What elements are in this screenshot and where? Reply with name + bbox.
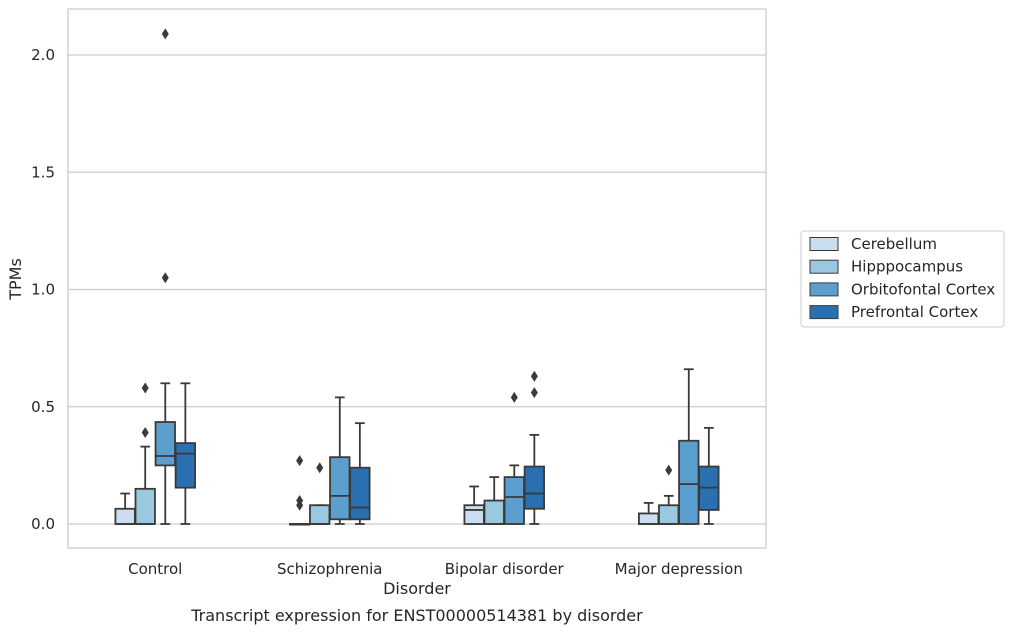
box — [154, 421, 176, 467]
x-axis-label: Disorder — [383, 579, 451, 598]
box — [658, 504, 680, 525]
boxes-layer — [114, 28, 720, 526]
x-tick-label: Schizophrenia — [277, 560, 382, 578]
y-tick-label: 1.0 — [31, 281, 55, 299]
y-tick-labels: 0.0 0.5 1.0 1.5 2.0 — [31, 46, 55, 533]
box-group — [463, 485, 485, 525]
outlier-point — [161, 272, 169, 284]
y-tick-label: 1.5 — [31, 163, 55, 181]
box-group — [329, 396, 351, 525]
box-group — [483, 476, 505, 525]
box-group — [174, 382, 196, 525]
legend-label: Hipppocampus — [851, 258, 963, 276]
outlier-point — [530, 387, 538, 399]
outlier-point — [296, 455, 304, 467]
box — [483, 499, 505, 525]
box-group — [289, 455, 311, 526]
plot-frame — [67, 8, 767, 549]
box — [174, 442, 196, 489]
box-group — [698, 426, 720, 525]
legend-swatch — [809, 305, 839, 320]
outlier-point — [161, 28, 169, 40]
x-tick-label: Control — [128, 560, 182, 578]
x-tick-label: Bipolar disorder — [445, 560, 565, 578]
outlier-point — [141, 382, 149, 394]
outlier-point — [316, 462, 324, 474]
legend-swatch — [809, 259, 839, 274]
y-tick-label: 2.0 — [31, 46, 55, 64]
box — [309, 504, 331, 525]
box — [523, 465, 545, 510]
box — [503, 476, 525, 525]
box — [329, 456, 351, 521]
legend-label: Prefrontal Cortex — [851, 303, 978, 321]
box — [463, 504, 485, 525]
legend-label: Orbitofontal Cortex — [851, 280, 995, 298]
legend-swatch — [809, 237, 839, 251]
chart-caption: Transcript expression for ENST0000051438… — [190, 606, 643, 625]
y-tick-label: 0.0 — [31, 515, 55, 533]
legend-swatch — [809, 282, 839, 297]
outlier-point — [665, 464, 673, 476]
box — [678, 439, 700, 525]
box-group — [134, 382, 156, 525]
x-tick-labels: Control Schizophrenia Bipolar disorder Majo… — [128, 560, 743, 578]
legend-frame — [800, 230, 1005, 328]
x-tick-label: Major depression — [615, 560, 743, 578]
legend-label: Cerebellum — [851, 235, 937, 253]
box — [638, 512, 660, 525]
outlier-point — [510, 391, 518, 403]
box-group — [154, 28, 176, 525]
y-tick-label: 0.5 — [31, 398, 55, 416]
outlier-point — [141, 427, 149, 439]
box-group — [523, 370, 545, 525]
outlier-point — [296, 495, 304, 507]
box-group — [503, 391, 525, 525]
outlier-point — [530, 370, 538, 382]
box-group — [349, 422, 371, 525]
legend: Cerebellum Hipppocampus Orbitofontal Corte… — [800, 230, 1005, 328]
box — [114, 507, 136, 525]
y-axis-label: TPMs — [6, 258, 25, 301]
box — [349, 466, 371, 521]
box — [134, 487, 156, 525]
